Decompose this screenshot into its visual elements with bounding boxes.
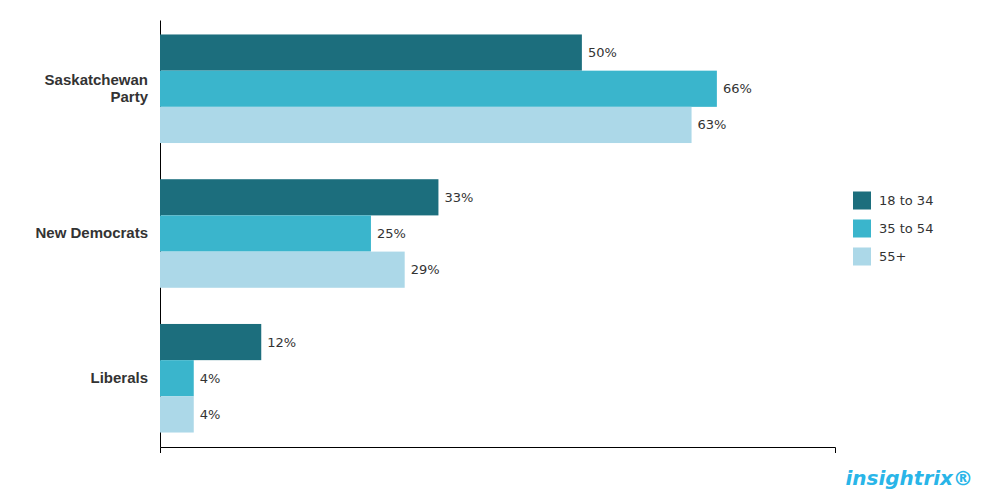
bar [160, 215, 371, 251]
bar [160, 179, 438, 215]
data-label: 4% [200, 407, 221, 422]
bar [160, 396, 194, 432]
category-label-line: New Democrats [35, 224, 148, 241]
chart: SaskatchewanParty New Democrats Liberals 50… [0, 0, 985, 497]
data-label: 29% [411, 262, 440, 277]
category-label-line: Party [110, 88, 148, 105]
category-label: SaskatchewanParty [45, 71, 149, 105]
data-label: 12% [267, 335, 296, 350]
y-tick: New Democrats [35, 224, 160, 241]
legend-swatch [853, 220, 871, 238]
bar [160, 324, 261, 360]
category-label: New Democrats [35, 224, 148, 241]
data-label: 63% [698, 117, 727, 132]
legend-label: 18 to 34 [879, 193, 933, 208]
data-labels: 50% 33% 12% 66% 25% 4% 63% 29% 4% [200, 45, 752, 422]
x-axis-line [161, 448, 836, 454]
data-label: 66% [723, 81, 752, 96]
legend-item: 35 to 54 [853, 220, 933, 238]
y-tick: SaskatchewanParty [45, 71, 160, 105]
annotation: insightrix® [845, 466, 973, 490]
category-label-line: Liberals [90, 369, 148, 386]
x-axis [161, 448, 836, 454]
bars [160, 34, 717, 432]
data-label: 4% [200, 371, 221, 386]
data-label: 33% [444, 190, 473, 205]
bar [160, 34, 582, 70]
legend-label: 35 to 54 [879, 221, 933, 236]
data-label: 50% [588, 45, 617, 60]
legend-item: 55+ [853, 248, 906, 266]
bar [160, 360, 194, 396]
bar [160, 107, 692, 143]
data-label: 25% [377, 226, 406, 241]
y-tick: Liberals [90, 369, 160, 386]
legend-item: 18 to 34 [853, 192, 933, 210]
category-label: Liberals [90, 369, 148, 386]
legend-swatch [853, 248, 871, 266]
bar [160, 252, 405, 288]
legend-swatch [853, 192, 871, 210]
legend-label: 55+ [879, 249, 906, 264]
legend: 18 to 34 35 to 54 55+ [853, 192, 933, 266]
y-axis: SaskatchewanParty New Democrats Liberals [35, 21, 160, 448]
category-label-line: Saskatchewan [45, 71, 148, 88]
bar [160, 71, 717, 107]
